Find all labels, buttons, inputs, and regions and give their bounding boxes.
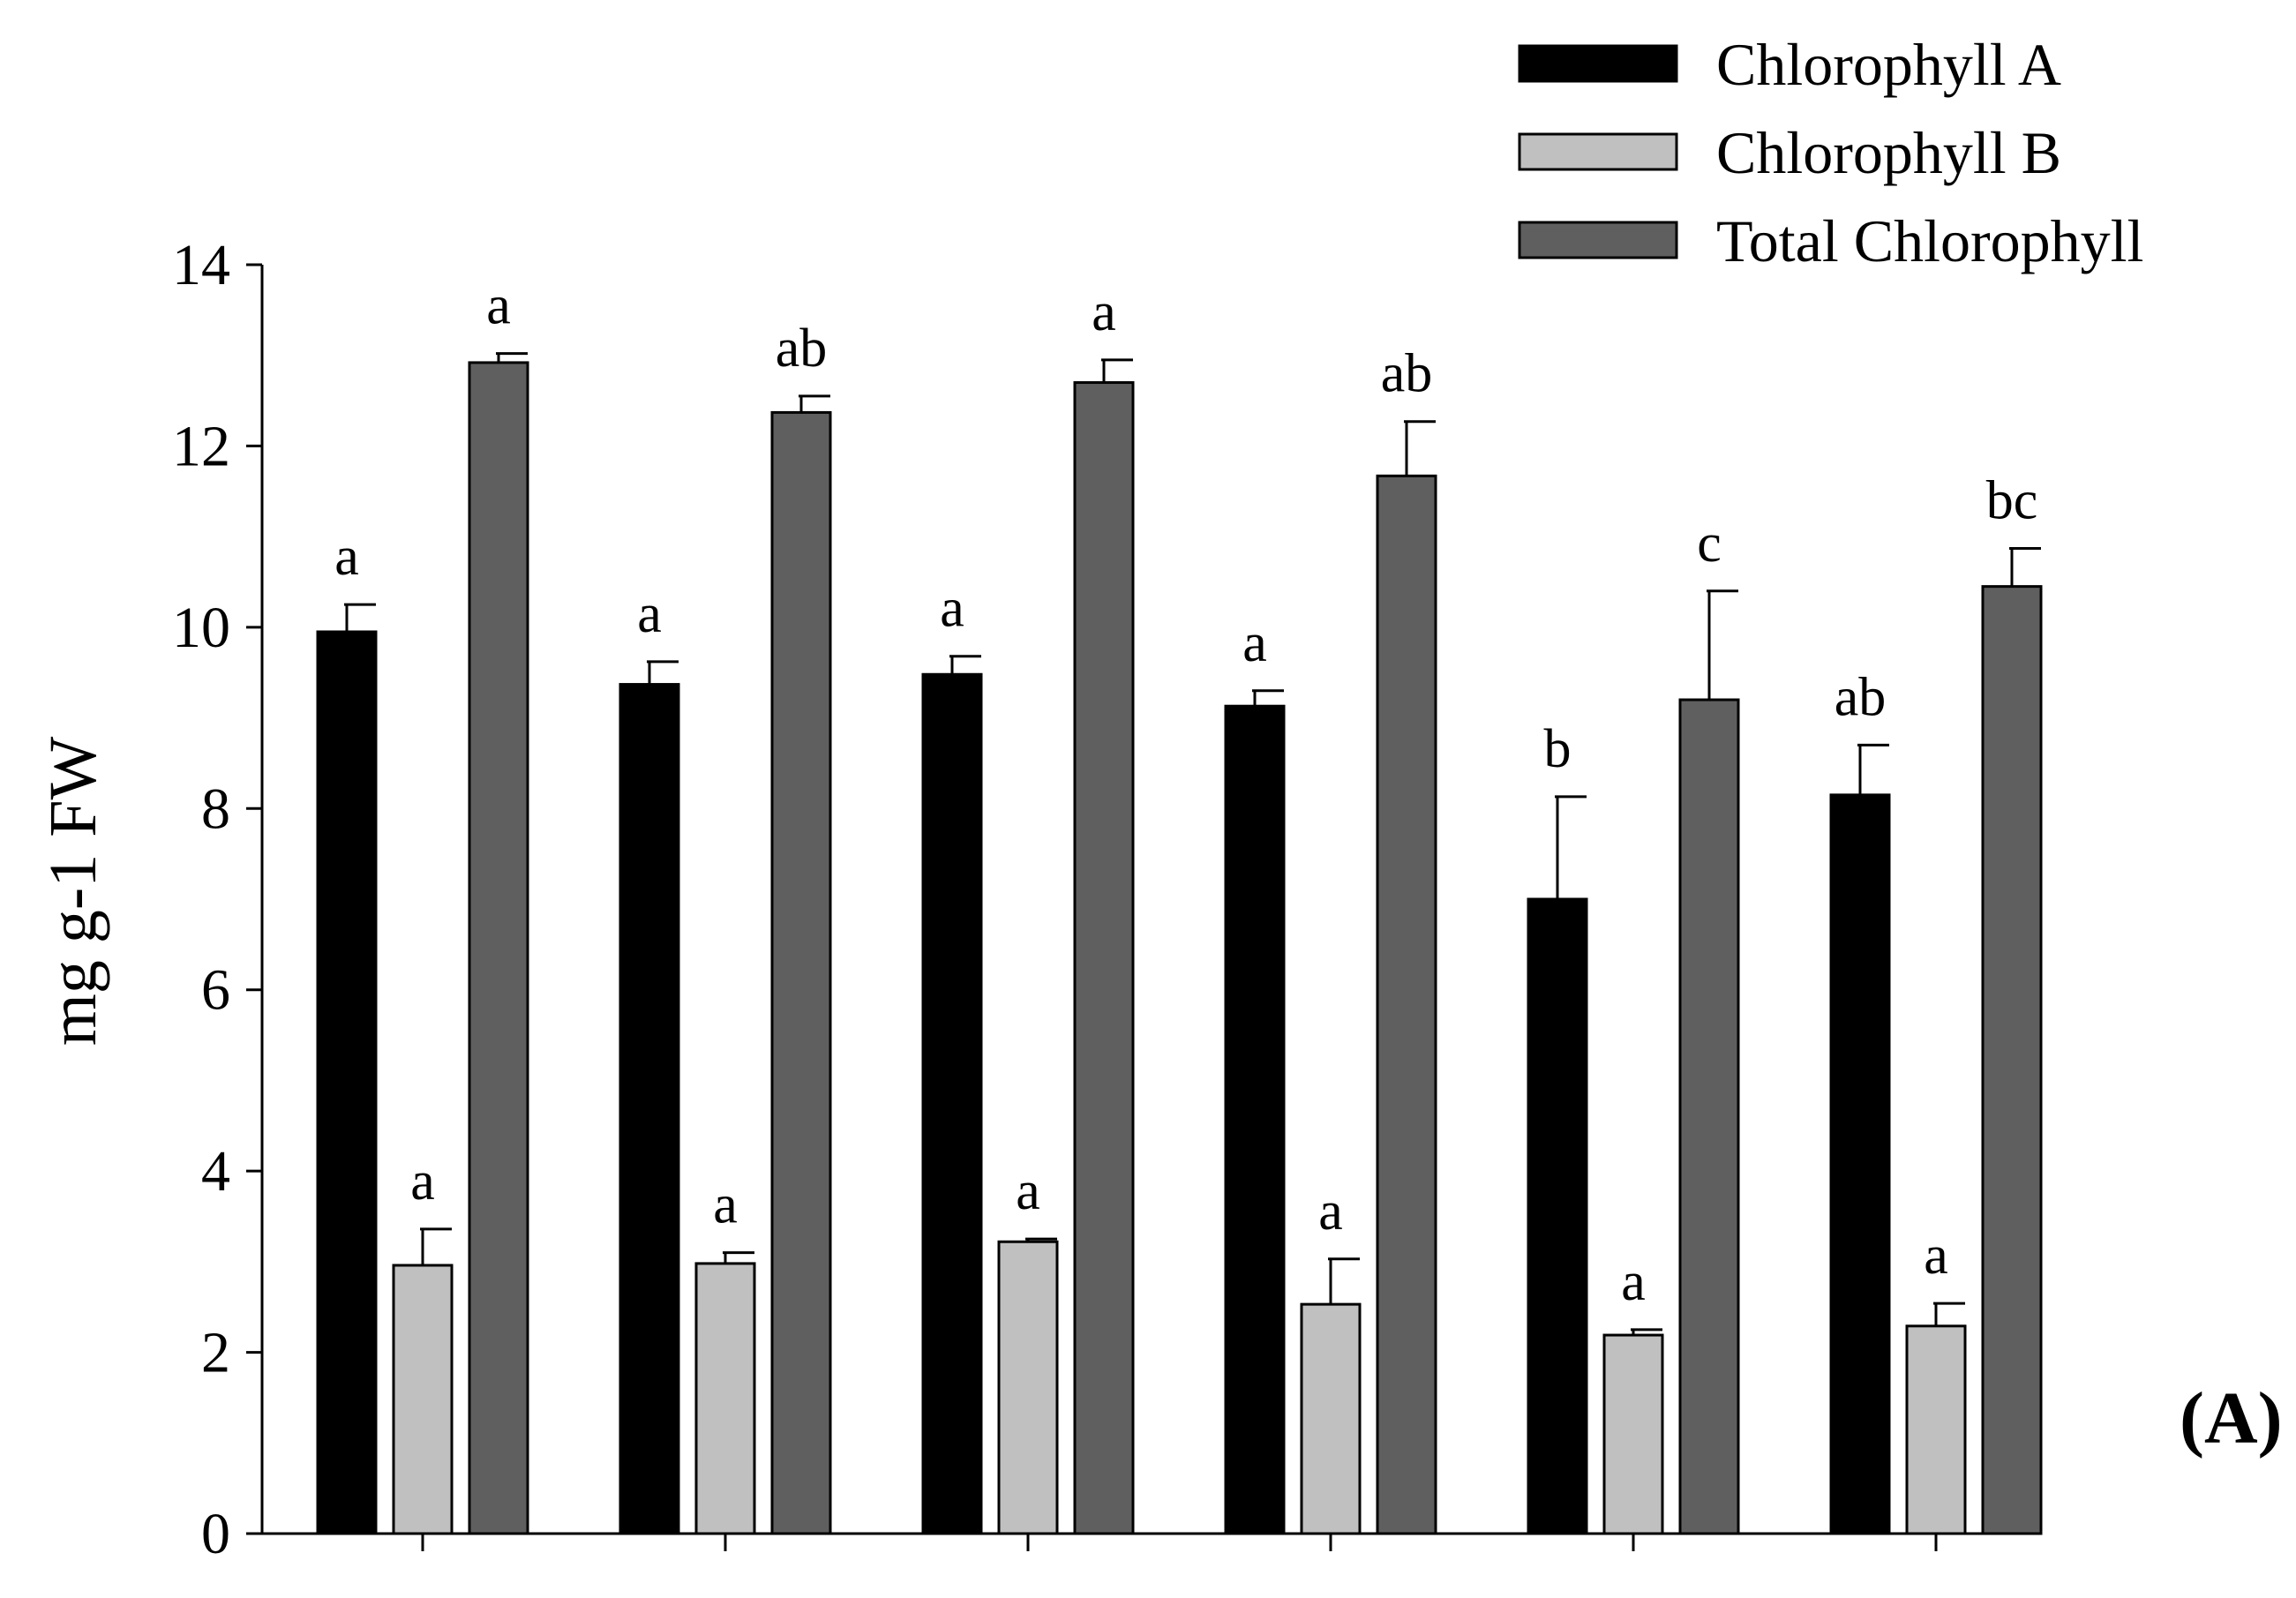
bar — [468, 361, 529, 1535]
bar — [694, 1262, 756, 1535]
legend-swatch — [1518, 132, 1678, 171]
significance-label: a — [637, 584, 662, 644]
significance-label: a — [940, 579, 964, 639]
bar — [1981, 585, 2043, 1535]
y-tick-label: 6 — [201, 958, 230, 1023]
y-tick-label: 2 — [201, 1321, 230, 1385]
bar — [1829, 793, 1891, 1535]
significance-label: a — [713, 1175, 738, 1235]
significance-label: ab — [776, 319, 828, 379]
bar — [1224, 704, 1286, 1535]
bar — [1602, 1333, 1664, 1535]
bar — [1905, 1324, 1967, 1535]
significance-label: b — [1544, 719, 1572, 779]
bar — [619, 683, 680, 1535]
significance-label: a — [1924, 1226, 1948, 1286]
bar — [1527, 897, 1588, 1535]
y-tick-label: 12 — [172, 414, 230, 478]
legend-swatch — [1518, 44, 1678, 83]
legend-label: Chlorophyll A — [1716, 31, 2061, 98]
y-tick-label: 0 — [201, 1502, 230, 1566]
significance-label: a — [334, 527, 359, 587]
bar — [1073, 381, 1135, 1535]
significance-label: a — [1092, 282, 1116, 342]
legend-label: Chlorophyll B — [1716, 119, 2061, 186]
significance-label: a — [1621, 1252, 1646, 1312]
bar — [1300, 1302, 1362, 1535]
y-tick-label: 14 — [172, 233, 230, 297]
bar — [316, 630, 378, 1535]
significance-label: a — [410, 1152, 435, 1212]
significance-label: bc — [1986, 470, 2038, 530]
y-axis-title: mg g-1 FW — [36, 737, 110, 1047]
y-tick-label: 4 — [201, 1139, 230, 1204]
bar — [1376, 474, 1437, 1535]
significance-label: a — [1016, 1161, 1040, 1221]
bar — [997, 1240, 1059, 1535]
legend-label: Total Chlorophyll — [1716, 207, 2143, 274]
panel-label: (A) — [2180, 1377, 2283, 1459]
significance-label: a — [1318, 1182, 1343, 1242]
bar — [921, 672, 983, 1535]
bar — [1678, 698, 1740, 1535]
legend-swatch — [1518, 221, 1678, 259]
bar — [392, 1264, 454, 1535]
y-tick-label: 10 — [172, 596, 230, 660]
significance-label: a — [1242, 613, 1267, 673]
significance-label: c — [1697, 514, 1722, 574]
y-tick-label: 8 — [201, 776, 230, 841]
significance-label: ab — [1835, 667, 1887, 727]
significance-label: a — [486, 276, 511, 336]
bar — [770, 410, 832, 1535]
significance-label: ab — [1381, 344, 1433, 404]
